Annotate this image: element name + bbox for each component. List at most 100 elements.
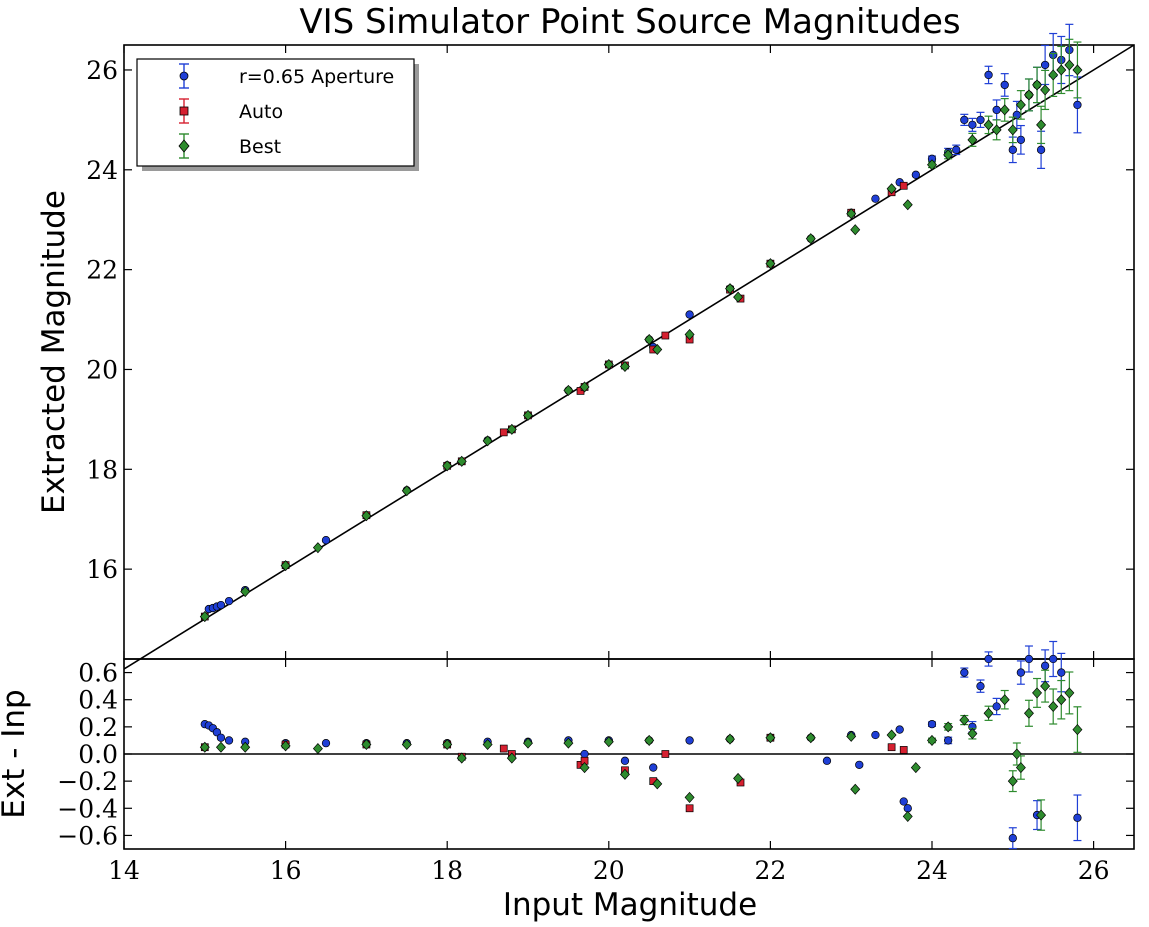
best-point bbox=[1007, 775, 1018, 787]
aperture-point bbox=[960, 115, 969, 125]
best-point bbox=[725, 283, 735, 295]
best-point bbox=[603, 736, 614, 748]
best-point bbox=[523, 737, 533, 749]
auto-point bbox=[685, 804, 694, 813]
best-point bbox=[886, 183, 897, 195]
best-point bbox=[312, 542, 323, 554]
best-point bbox=[215, 741, 226, 753]
aperture-point bbox=[1016, 668, 1026, 677]
aperture-point bbox=[1008, 833, 1017, 843]
best-point bbox=[361, 510, 372, 522]
auto-point bbox=[661, 750, 670, 758]
best-point bbox=[312, 743, 323, 755]
aperture-point bbox=[1000, 80, 1009, 90]
aperture-point bbox=[855, 760, 864, 770]
best-point bbox=[684, 329, 695, 341]
aperture-point bbox=[968, 120, 977, 130]
aperture-point bbox=[992, 105, 1001, 115]
best-point bbox=[943, 721, 954, 733]
aperture-point bbox=[1040, 661, 1050, 670]
best-point bbox=[1032, 687, 1043, 699]
y-tick-label: 0.0 bbox=[78, 740, 118, 769]
best-point bbox=[456, 752, 467, 764]
aperture-point bbox=[580, 749, 589, 759]
residual-y-axis-label: Ext - Inp bbox=[0, 689, 32, 818]
best-point bbox=[805, 233, 816, 245]
auto-point bbox=[887, 743, 896, 752]
aperture-point bbox=[216, 600, 226, 610]
main-ticks: 16 18 20 22 24 26 bbox=[86, 45, 1134, 659]
best-point bbox=[733, 291, 744, 303]
y-tick-label: 0.4 bbox=[78, 686, 118, 715]
aperture-point bbox=[911, 170, 920, 179]
best-point bbox=[959, 714, 970, 726]
best-point bbox=[1072, 64, 1083, 76]
aperture-point bbox=[685, 736, 694, 745]
y-tick-label: 20 bbox=[86, 355, 118, 384]
best-point bbox=[886, 729, 897, 741]
x-tick-label: 24 bbox=[916, 856, 948, 885]
legend-marker-auto bbox=[179, 98, 189, 124]
best-point bbox=[805, 732, 816, 744]
main-reference-line bbox=[123, 44, 1135, 670]
aperture-point bbox=[1057, 668, 1066, 677]
best-point bbox=[850, 224, 861, 236]
x-tick-label: 16 bbox=[270, 856, 302, 885]
best-point bbox=[1023, 89, 1034, 101]
aperture-point bbox=[895, 725, 904, 734]
aperture-point bbox=[1040, 60, 1050, 70]
auto-point bbox=[899, 746, 908, 754]
best-point bbox=[280, 560, 291, 572]
best-point bbox=[1023, 707, 1034, 719]
x-tick-label: 22 bbox=[754, 856, 786, 885]
best-point bbox=[927, 734, 937, 746]
legend-marker-aperture bbox=[179, 63, 189, 89]
aperture-point bbox=[944, 736, 953, 745]
best-point bbox=[280, 740, 291, 752]
best-point bbox=[240, 586, 251, 598]
best-point bbox=[482, 738, 493, 751]
best-point bbox=[983, 707, 994, 719]
best-point bbox=[1064, 687, 1075, 699]
x-tick-label: 20 bbox=[593, 856, 625, 885]
aperture-point bbox=[960, 668, 969, 677]
main-panel: 16 18 20 22 24 26 Extracted Magnitude bbox=[36, 23, 1135, 670]
best-point bbox=[1056, 694, 1067, 706]
best-point bbox=[1048, 69, 1059, 81]
aperture-point bbox=[871, 194, 880, 203]
auto-point bbox=[499, 744, 508, 753]
best-point bbox=[1040, 680, 1051, 692]
best-point bbox=[910, 762, 921, 774]
best-point bbox=[579, 381, 590, 393]
best-point bbox=[506, 752, 517, 764]
best-point bbox=[361, 738, 372, 751]
best-point bbox=[684, 791, 695, 803]
best-point bbox=[1015, 762, 1026, 774]
aperture-point bbox=[952, 145, 961, 154]
aperture-point bbox=[1049, 654, 1058, 664]
best-point bbox=[644, 333, 655, 346]
aperture-point bbox=[216, 733, 226, 742]
aperture-point bbox=[984, 70, 993, 80]
best-point bbox=[652, 778, 663, 790]
best-point bbox=[619, 768, 630, 780]
aperture-point bbox=[1016, 135, 1026, 144]
aperture-point bbox=[620, 756, 630, 765]
aperture-point bbox=[224, 596, 234, 606]
best-point bbox=[999, 694, 1010, 706]
best-point bbox=[619, 360, 630, 372]
aperture-point bbox=[685, 310, 694, 319]
best-point bbox=[991, 124, 1002, 136]
best-point bbox=[603, 358, 614, 371]
best-point bbox=[1007, 124, 1018, 136]
best-point bbox=[1011, 748, 1022, 760]
best-point bbox=[983, 119, 994, 131]
legend-label-best: Best bbox=[239, 136, 281, 158]
y-tick-label: 24 bbox=[86, 156, 118, 185]
aperture-point bbox=[1036, 145, 1046, 154]
aperture-point bbox=[899, 797, 908, 806]
best-point bbox=[401, 738, 412, 751]
best-point bbox=[725, 733, 735, 745]
best-point bbox=[1036, 119, 1047, 131]
